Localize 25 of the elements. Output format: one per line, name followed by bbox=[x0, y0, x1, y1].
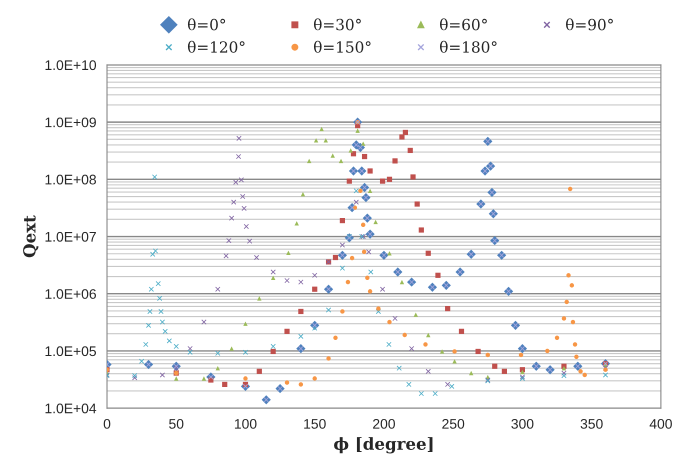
x-tick-label: 0 bbox=[104, 418, 110, 429]
x-tick-label: 250 bbox=[442, 418, 464, 429]
legend-label: θ=60° bbox=[440, 18, 487, 30]
x-axis-title: ϕ [degree] bbox=[334, 437, 432, 454]
x-tick-label: 350 bbox=[580, 418, 603, 429]
legend-label: θ=120° bbox=[188, 40, 245, 53]
y-tick-label: 1.0E+10 bbox=[46, 60, 96, 70]
x-tick-label: 150 bbox=[304, 418, 326, 429]
legend-label: θ=30° bbox=[314, 18, 361, 30]
x-tick-label: 100 bbox=[234, 418, 257, 429]
x-tick-label: 200 bbox=[373, 418, 395, 429]
y-axis-title: Qext bbox=[23, 215, 38, 258]
y-tick-label: 1.0E+06 bbox=[46, 289, 96, 299]
x-tick-label: 300 bbox=[511, 418, 534, 429]
y-tick-label: 1.0E+08 bbox=[46, 174, 96, 184]
y-tick-label: 1.0E+07 bbox=[46, 232, 96, 242]
legend-label: θ=180° bbox=[440, 40, 497, 53]
y-tick-label: 1.0E+04 bbox=[46, 403, 96, 414]
x-tick-label: 400 bbox=[650, 418, 672, 429]
legend-label: θ=90° bbox=[566, 18, 613, 30]
y-tick-label: 1.0E+05 bbox=[46, 346, 96, 356]
legend-label: θ=0° bbox=[188, 18, 226, 30]
y-tick-label: 1.0E+09 bbox=[46, 117, 96, 128]
legend-label: θ=150° bbox=[314, 40, 371, 53]
x-tick-label: 50 bbox=[169, 418, 184, 429]
